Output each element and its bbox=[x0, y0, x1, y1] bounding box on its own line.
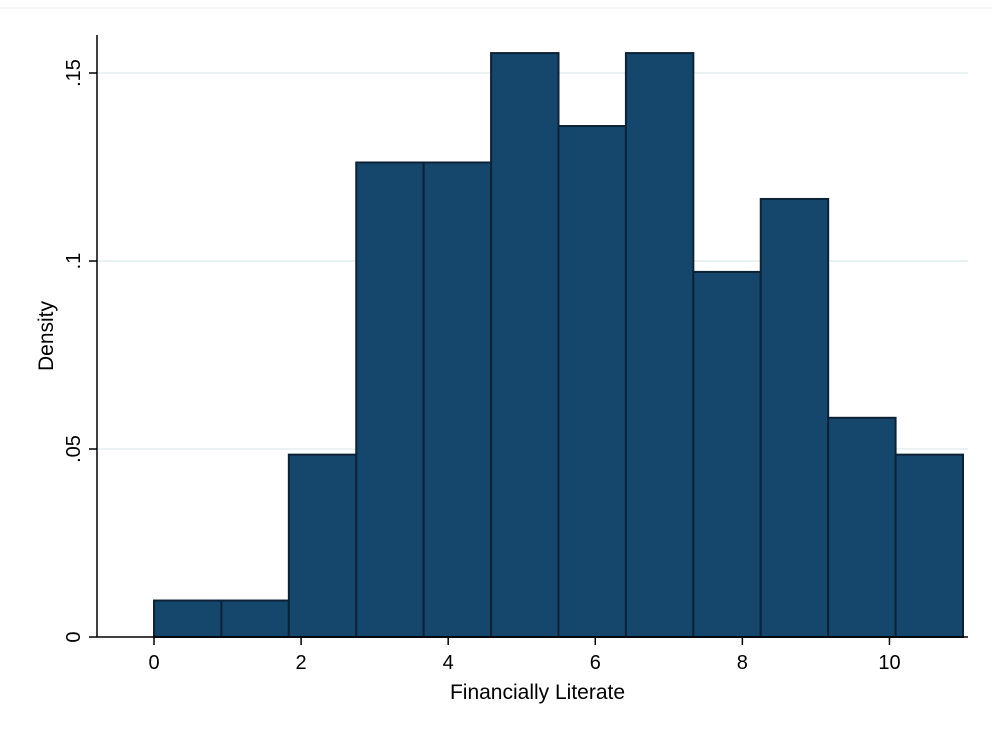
axes bbox=[96, 35, 968, 638]
y-tick-label: 0 bbox=[63, 631, 85, 642]
x-tick-label: 10 bbox=[878, 652, 900, 674]
histogram-bar-11 bbox=[827, 416, 897, 638]
histogram-bar-1 bbox=[153, 599, 223, 639]
histogram-bar-7 bbox=[557, 125, 627, 639]
histogram-bar-9 bbox=[692, 270, 762, 638]
histogram-bar-10 bbox=[759, 197, 830, 639]
histogram-bar-5 bbox=[422, 161, 493, 638]
y-tick-label: .1 bbox=[63, 253, 85, 270]
histogram-bar-2 bbox=[220, 599, 290, 639]
histogram-bar-12 bbox=[894, 453, 964, 639]
x-axis-ticks: 0 2 4 6 8 10 bbox=[148, 637, 901, 674]
x-tick-label: 6 bbox=[590, 652, 601, 674]
y-axis-ticks: 0 .05 .1 .15 bbox=[63, 59, 97, 643]
histogram-bar-6 bbox=[490, 52, 560, 638]
histogram-bar-4 bbox=[355, 161, 425, 638]
x-tick-label: 0 bbox=[148, 652, 159, 674]
x-tick-label: 2 bbox=[296, 652, 307, 674]
x-tick-label: 4 bbox=[443, 652, 454, 674]
histogram-bar-3 bbox=[287, 453, 358, 639]
histogram-bars bbox=[153, 52, 964, 639]
y-axis-title: Density bbox=[35, 300, 58, 371]
y-tick-label: .15 bbox=[63, 59, 85, 87]
x-axis-title: Financially Literate bbox=[450, 681, 625, 704]
y-tick-label: .05 bbox=[63, 435, 85, 463]
histogram-bar-8 bbox=[624, 52, 695, 638]
x-tick-label: 8 bbox=[737, 652, 748, 674]
